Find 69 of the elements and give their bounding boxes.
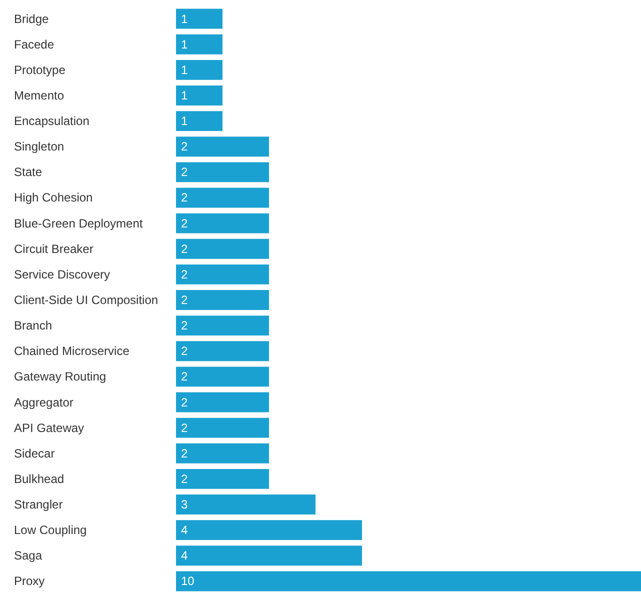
y-tick-label: Gateway Routing	[14, 370, 106, 384]
bar	[176, 213, 269, 234]
bar	[176, 494, 316, 514]
y-tick-label: Blue-Green Deployment	[14, 216, 144, 230]
bar	[176, 316, 269, 336]
data-label: 2	[181, 293, 188, 307]
y-tick-label: Prototype	[14, 62, 66, 77]
y-tick-label: Circuit Breaker	[14, 242, 94, 256]
data-label: 2	[181, 318, 188, 333]
y-tick-label: Branch	[14, 318, 52, 333]
y-tick-label: Bridge	[14, 12, 50, 26]
bar	[176, 392, 269, 412]
bar	[176, 188, 269, 208]
data-label: 2	[181, 344, 188, 358]
y-tick-label: Service Discovery	[14, 267, 110, 282]
bar	[176, 571, 641, 592]
y-tick-label: API Gateway	[14, 420, 84, 435]
data-label: 2	[181, 472, 188, 486]
data-label: 4	[181, 548, 188, 563]
data-label: 2	[181, 165, 188, 180]
y-tick-label: Bulkhead	[14, 472, 64, 486]
bar	[176, 34, 222, 54]
data-label: 3	[181, 498, 188, 512]
y-tick-label: Low Coupling	[14, 523, 87, 538]
bar	[176, 520, 362, 540]
y-tick-label: Memento	[14, 88, 64, 102]
data-label: 2	[181, 216, 188, 230]
bar	[176, 366, 269, 387]
data-label: 1	[181, 114, 188, 128]
data-label: 1	[181, 12, 188, 26]
bar	[176, 290, 269, 310]
data-label: 2	[181, 140, 188, 154]
y-tick-label: Proxy	[14, 574, 45, 588]
y-tick-label: Chained Microservice	[14, 344, 130, 358]
y-tick-label: Sidecar	[14, 446, 55, 460]
y-tick-label: State	[14, 165, 42, 180]
data-label: 2	[181, 190, 188, 205]
bar	[176, 86, 222, 106]
data-label: 2	[181, 446, 188, 460]
bar	[176, 546, 362, 566]
data-label: 2	[181, 395, 188, 410]
bar	[176, 418, 269, 438]
bar	[176, 264, 269, 284]
data-label: 2	[181, 242, 188, 256]
bar	[176, 136, 269, 157]
y-tick-label: Aggregator	[14, 395, 74, 410]
y-tick-label: Singleton	[14, 140, 64, 154]
bar	[176, 443, 269, 464]
y-tick-label: Client-Side UI Composition	[14, 293, 158, 307]
bar	[176, 341, 269, 362]
data-label: 4	[181, 523, 188, 538]
y-tick-label: Saga	[14, 548, 42, 563]
data-label: 2	[181, 370, 188, 384]
bar	[176, 468, 269, 489]
y-tick-label: Facede	[14, 37, 54, 52]
bar	[176, 60, 222, 80]
data-label: 2	[181, 267, 188, 282]
bar	[176, 8, 222, 29]
data-label: 1	[181, 62, 188, 77]
y-tick-label: High Cohesion	[14, 190, 93, 205]
data-label: 10	[181, 574, 195, 588]
bar	[176, 111, 222, 132]
bar	[176, 162, 269, 182]
data-label: 2	[181, 420, 188, 435]
bar	[176, 238, 269, 259]
y-tick-label: Encapsulation	[14, 114, 90, 128]
data-label: 1	[181, 88, 188, 102]
y-tick-label: Strangler	[14, 498, 63, 512]
data-label: 1	[181, 37, 188, 52]
